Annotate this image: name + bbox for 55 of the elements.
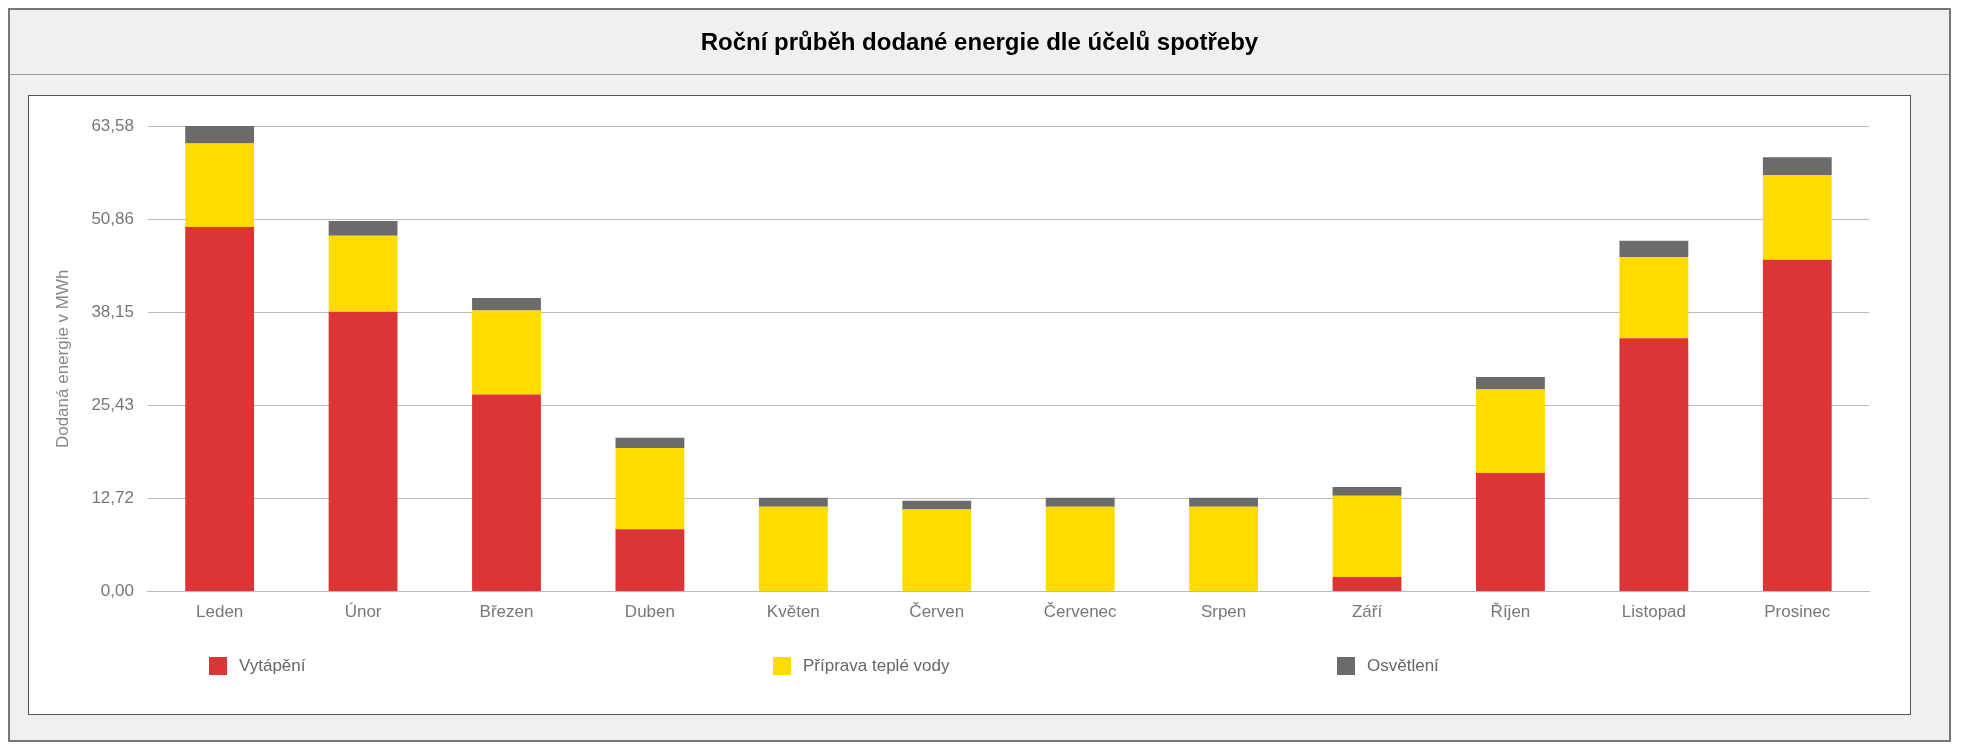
y-tick-label: 50,86 [91, 208, 134, 228]
legend-label: Příprava teplé vody [803, 656, 950, 676]
x-tick-label: Únor [344, 602, 382, 622]
y-tick-label: 12,72 [91, 488, 134, 508]
x-tick-label: Červen [909, 602, 965, 622]
bar [472, 297, 541, 311]
legend-label: Osvětlení [1367, 656, 1439, 676]
chart-title: Roční průběh dodané energie dle účelů spotřeby [10, 10, 1949, 75]
bar [328, 311, 398, 592]
bar [1045, 506, 1115, 592]
bar [1476, 472, 1545, 592]
x-tick-label: Leden [196, 602, 244, 622]
x-tick-label: Červenec [1043, 602, 1118, 622]
bar [185, 226, 255, 592]
bar [328, 235, 398, 312]
x-tick-label: Prosinec [1764, 602, 1831, 622]
y-tick-label: 38,15 [91, 301, 134, 321]
bar [1332, 486, 1402, 496]
bar [472, 310, 541, 395]
x-tick-label: Květen [766, 602, 820, 622]
bar [1762, 259, 1832, 592]
bar [758, 497, 828, 507]
bar [1476, 377, 1545, 390]
legend-label: Vytápění [239, 656, 306, 676]
bar [1619, 256, 1689, 339]
bar [1332, 495, 1402, 577]
bar [1762, 157, 1832, 175]
x-tick-label: Listopad [1621, 602, 1687, 622]
bar [1762, 174, 1832, 260]
x-tick-label: Duben [624, 602, 675, 622]
x-tick-label: Říjen [1490, 602, 1531, 622]
bar [615, 437, 685, 449]
y-tick-label: 63,58 [91, 115, 134, 135]
bar [1045, 497, 1115, 507]
bar [1332, 576, 1402, 592]
bar [902, 500, 972, 510]
bar [902, 509, 972, 592]
bar [615, 529, 685, 592]
bar [328, 221, 398, 236]
bar [615, 448, 685, 530]
bar [1476, 389, 1545, 473]
x-tick-label: Září [1351, 602, 1383, 622]
bar [758, 506, 828, 592]
y-tick-label: 25,43 [91, 395, 134, 415]
x-tick-label: Březen [479, 602, 534, 622]
bar [185, 126, 255, 144]
bar [1619, 240, 1689, 257]
bar [185, 143, 255, 227]
bar [1189, 506, 1259, 592]
x-tick-label: Srpen [1200, 602, 1247, 622]
y-axis-title: Dodaná energie v MWh [52, 269, 72, 449]
y-tick-label: 0,00 [100, 581, 134, 601]
bar [1189, 497, 1259, 507]
bar [472, 394, 541, 592]
bar [1619, 338, 1689, 592]
